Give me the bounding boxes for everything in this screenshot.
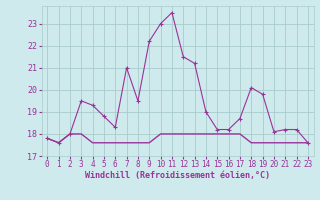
X-axis label: Windchill (Refroidissement éolien,°C): Windchill (Refroidissement éolien,°C)	[85, 171, 270, 180]
